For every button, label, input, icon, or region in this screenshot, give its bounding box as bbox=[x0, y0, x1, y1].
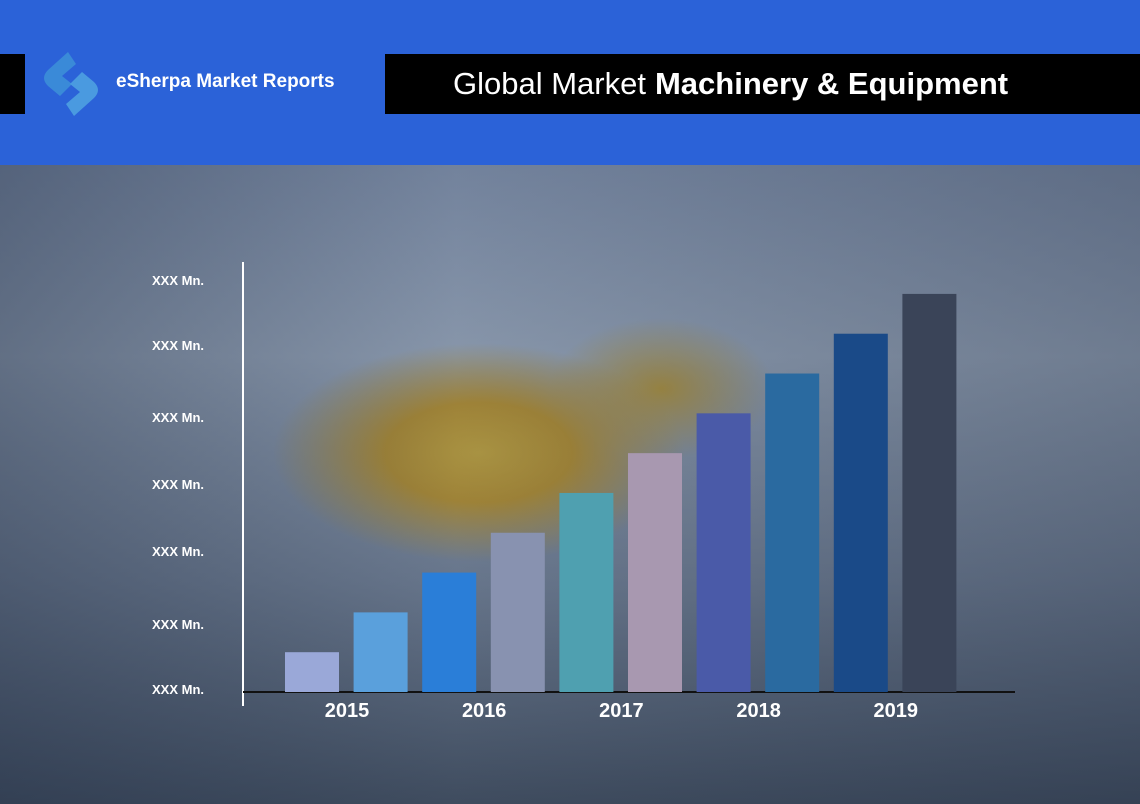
y-tick-label: XXX Mn. bbox=[152, 544, 204, 559]
bar bbox=[285, 652, 339, 692]
x-tick-label: 2016 bbox=[462, 700, 507, 722]
header-accent bbox=[0, 54, 25, 114]
bar bbox=[765, 373, 820, 692]
y-tick-label: XXX Mn. bbox=[152, 410, 204, 425]
brand-name: eSherpa Market Reports bbox=[116, 71, 335, 92]
x-tick-label: 2019 bbox=[874, 700, 919, 722]
esherpa-logo-icon bbox=[44, 52, 98, 116]
bar bbox=[559, 492, 614, 692]
bar bbox=[902, 293, 957, 692]
bar bbox=[696, 413, 751, 692]
title-bold: Machinery & Equipment bbox=[654, 66, 1009, 101]
x-tick-label: 2018 bbox=[736, 700, 781, 722]
y-tick-label: XXX Mn. bbox=[152, 477, 204, 492]
title-light: Global Market bbox=[453, 66, 646, 101]
page-title: Global Market Machinery & Equipment bbox=[385, 54, 1140, 114]
y-tick-label: XXX Mn. bbox=[152, 338, 204, 353]
y-tick-label: XXX Mn. bbox=[152, 682, 204, 697]
y-tick-label: XXX Mn. bbox=[152, 617, 204, 632]
bar bbox=[353, 612, 408, 692]
bar bbox=[422, 572, 477, 692]
y-tick-label: XXX Mn. bbox=[152, 273, 204, 288]
x-tick-label: 2015 bbox=[325, 700, 370, 722]
bar bbox=[833, 333, 888, 692]
bar bbox=[628, 453, 682, 692]
x-tick-label: 2017 bbox=[599, 700, 644, 722]
bar bbox=[490, 532, 545, 692]
